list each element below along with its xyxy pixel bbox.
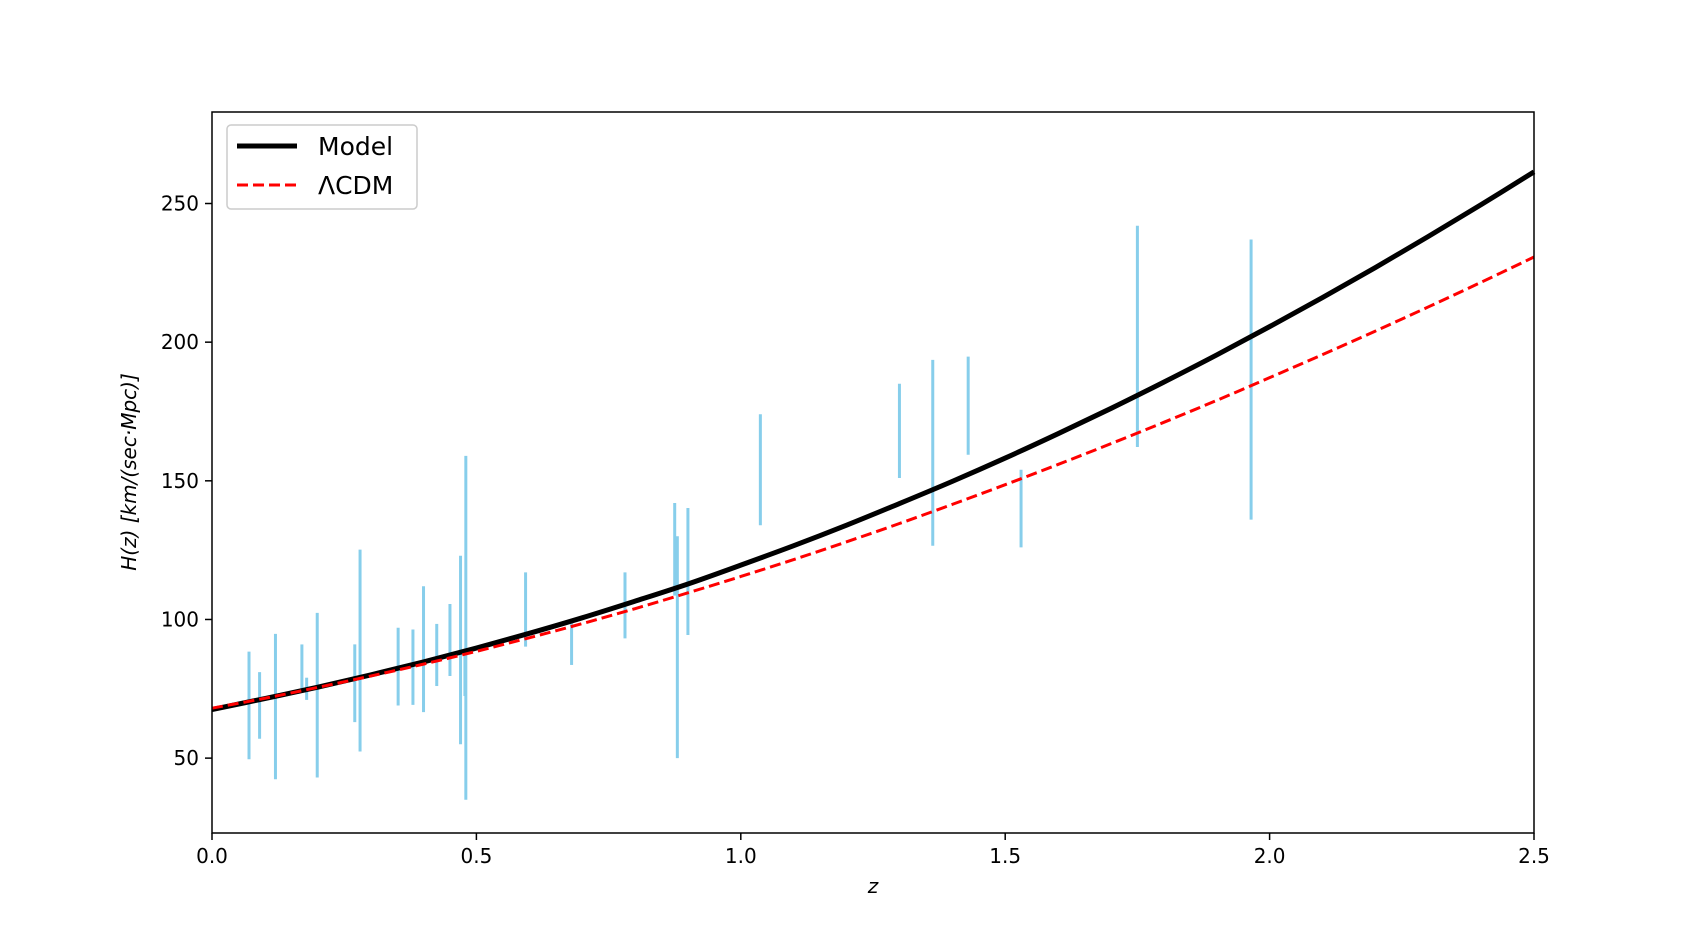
plot-frame	[211, 111, 1535, 834]
legend: Model ΛCDM	[226, 124, 418, 210]
x-tick-label: 1.5	[989, 844, 1021, 868]
y-tick-label: 50	[174, 746, 199, 770]
y-tick-label: 100	[161, 607, 199, 631]
x-tick-label: 0.0	[196, 844, 228, 868]
series-lines	[211, 169, 1536, 713]
x-tick-label: 2.0	[1254, 844, 1286, 868]
y-tick-label: 200	[161, 330, 199, 354]
x-tick-label: 2.5	[1518, 844, 1550, 868]
y-axis-ticks: 50 100 150 200 250	[161, 192, 212, 770]
x-axis-label: z	[867, 874, 879, 898]
y-axis-label: H(z) [km/(sec·Mpc)]	[117, 373, 141, 571]
x-axis-ticks: 0.0 0.5 1.0 1.5 2.0 2.5	[196, 833, 1550, 868]
legend-label-lcdm: ΛCDM	[318, 171, 393, 200]
x-tick-label: 0.5	[460, 844, 492, 868]
legend-label-model: Model	[318, 132, 393, 161]
series-model-line	[211, 169, 1536, 713]
y-tick-label: 250	[161, 192, 199, 216]
x-tick-label: 1.0	[725, 844, 757, 868]
plot-area	[212, 112, 1534, 833]
y-tick-label: 150	[161, 469, 199, 493]
